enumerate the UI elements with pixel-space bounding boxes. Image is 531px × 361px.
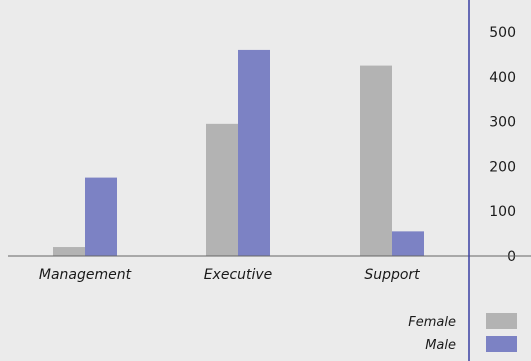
legend-swatch-male (486, 336, 517, 352)
y-tick-label-400: 400 (489, 70, 516, 86)
y-tick-label-100: 100 (489, 204, 516, 220)
y-tick-label-500: 500 (489, 25, 516, 41)
legend-label-female: Female (408, 315, 456, 330)
legend-swatch-female (486, 313, 517, 329)
bars-group (53, 49, 424, 256)
y-tick-label-200: 200 (489, 159, 516, 175)
category-label-support: Support (364, 267, 420, 283)
bar-male-support (392, 231, 424, 256)
bar-male-management (85, 177, 117, 256)
legend-label-male: Male (425, 338, 456, 353)
bar-female-executive (206, 123, 238, 256)
y-tick-label-300: 300 (489, 115, 516, 131)
bar-female-support (360, 65, 392, 256)
category-label-executive: Executive (204, 267, 273, 283)
category-labels: Management Executive Support (39, 267, 420, 283)
category-label-management: Management (39, 267, 132, 283)
bar-male-executive (238, 49, 270, 256)
bar-female-management (53, 247, 85, 256)
y-tick-labels: 0 100 200 300 400 500 (489, 25, 516, 265)
legend: Female Male (408, 313, 517, 353)
y-tick-label-0: 0 (507, 249, 516, 265)
